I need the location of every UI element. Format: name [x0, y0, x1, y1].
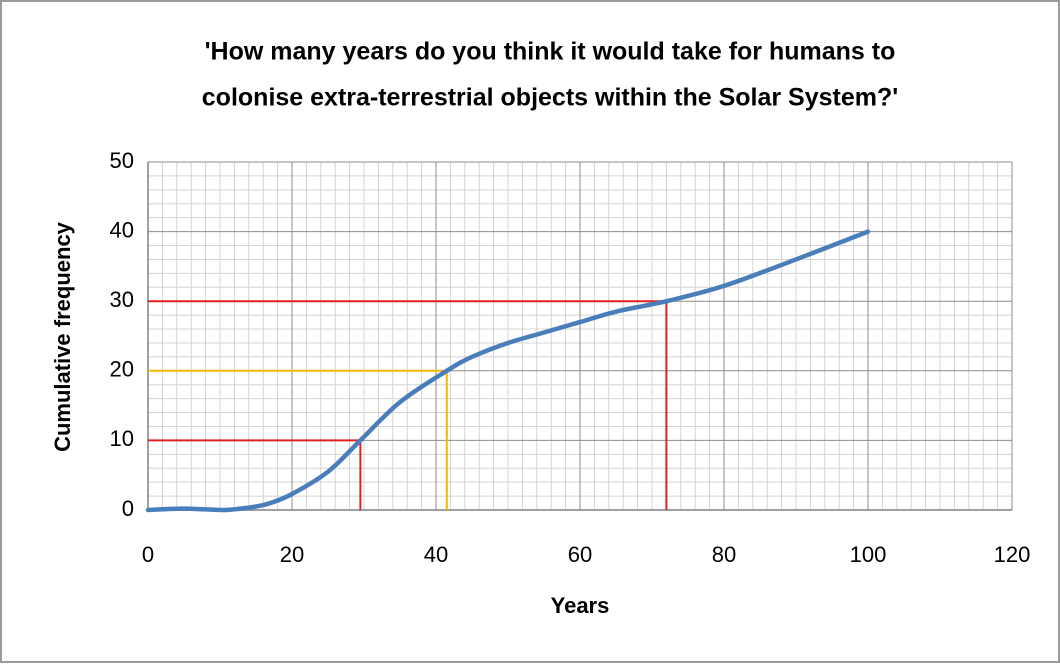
x-tick-label: 0	[142, 542, 154, 567]
y-tick-label: 40	[110, 217, 134, 242]
y-tick-label: 20	[110, 357, 134, 382]
y-tick-label: 50	[110, 148, 134, 173]
y-tick-label: 10	[110, 426, 134, 451]
x-axis-label: Years	[551, 593, 610, 618]
x-tick-label: 100	[850, 542, 887, 567]
x-tick-label: 40	[424, 542, 448, 567]
chart-title: 'How many years do you think it would ta…	[205, 38, 896, 66]
data-line	[145, 229, 871, 513]
x-tick-label: 120	[994, 542, 1031, 567]
x-tick-label: 20	[280, 542, 304, 567]
y-tick-label: 0	[122, 496, 134, 521]
y-axis-label: Cumulative frequency	[50, 221, 75, 452]
x-tick-label: 60	[568, 542, 592, 567]
y-tick-label: 30	[110, 287, 134, 312]
chart-title: colonise extra-terrestrial objects withi…	[202, 84, 898, 112]
x-tick-label: 80	[712, 542, 736, 567]
